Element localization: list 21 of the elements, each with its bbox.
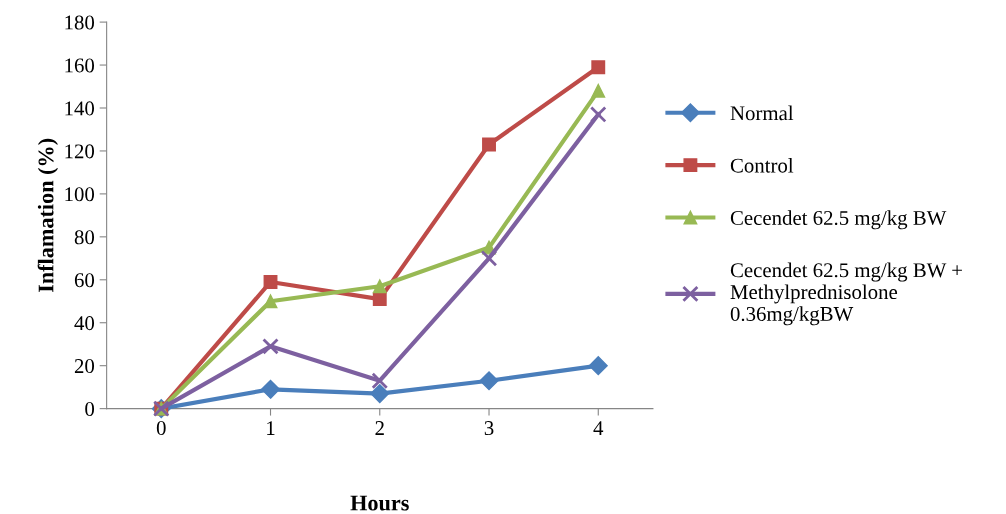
legend-label: Cecendet 62.5 mg/kg BW	[730, 210, 947, 230]
legend-label: Control	[730, 157, 794, 173]
y-tick-label: 100	[65, 187, 95, 202]
y-tick-label: 180	[65, 15, 95, 30]
legend-label: Normal	[730, 105, 794, 121]
x-tick-label: 0	[156, 421, 166, 436]
x-axis-title: Hours	[350, 495, 409, 511]
y-axis-title: Inflamation (%)	[37, 138, 59, 293]
y-tick-label: 120	[65, 144, 95, 159]
y-tick-label: 40	[74, 316, 95, 331]
y-tick-label: 20	[74, 359, 95, 374]
y-tick-label: 60	[74, 273, 95, 288]
y-tick-label: 140	[65, 101, 95, 116]
x-tick-label: 3	[484, 421, 494, 436]
legend-label: Cecendet 62.5 mg/kg BW + Methylprednisolone 0.36mg/kgBW	[730, 262, 962, 326]
x-tick-label: 1	[267, 421, 275, 435]
y-tick-label: 160	[65, 58, 95, 73]
x-tick-label: 2	[375, 421, 384, 435]
x-tick-label: 4	[593, 421, 604, 435]
y-tick-label: 0	[85, 402, 95, 417]
y-tick-label: 80	[74, 230, 95, 245]
